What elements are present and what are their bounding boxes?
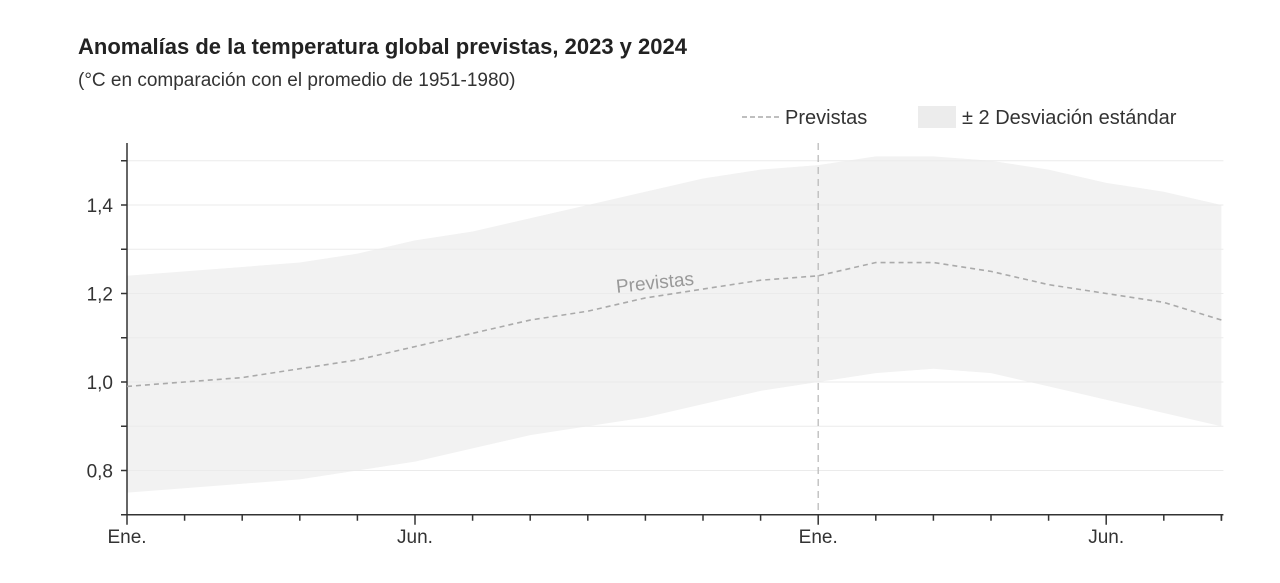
y-tick-label: 1,0	[87, 373, 113, 394]
y-tick-label: 1,4	[87, 196, 114, 217]
x-tick-label: Ene.	[799, 527, 838, 548]
x-tick-label: Jun.	[1088, 527, 1124, 548]
series-line-previstas	[126, 261, 1222, 388]
legend-band-swatch	[918, 106, 956, 128]
legend-label-std-dev: ± 2 Desviación estándar	[962, 107, 1177, 129]
chart-title: Anomalías de la temperatura global previ…	[78, 34, 687, 59]
legend-label-previstas: Previstas	[785, 107, 867, 129]
std-dev-band	[127, 156, 1222, 493]
y-tick-label: 0,8	[87, 462, 113, 483]
y-tick-label: 1,2	[87, 285, 113, 306]
chart-subtitle: (°C en comparación con el promedio de 19…	[78, 70, 516, 91]
x-tick-label: Ene.	[107, 527, 146, 548]
x-tick-label: Jun.	[397, 527, 433, 548]
